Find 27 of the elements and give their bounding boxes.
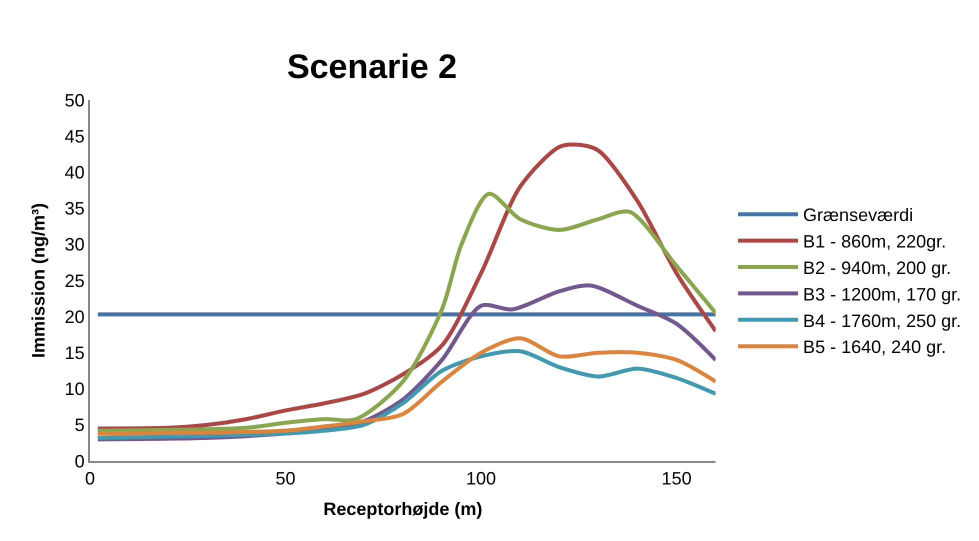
line-series bbox=[96, 349, 716, 440]
legend-label: Grænseværdi bbox=[803, 205, 914, 226]
y-tick-label: 15 bbox=[64, 343, 85, 363]
y-axis-title: Immission (ng/m³) bbox=[28, 202, 48, 358]
legend-label: B3 - 1200m, 170 gr. bbox=[803, 284, 962, 304]
legend-label: B4 - 1760m, 250 gr. bbox=[803, 310, 962, 331]
y-tick-label: 50 bbox=[64, 90, 85, 110]
y-tick-label: 40 bbox=[64, 162, 85, 182]
y-tick-label: 25 bbox=[64, 270, 85, 291]
x-tick-label: 50 bbox=[276, 468, 296, 488]
y-tick-label: 30 bbox=[64, 234, 85, 255]
y-tick-label: 20 bbox=[64, 306, 85, 327]
line-series bbox=[96, 192, 716, 433]
y-tick-label: 45 bbox=[64, 126, 85, 146]
y-tick-label: 5 bbox=[74, 415, 85, 436]
legend-label: B5 - 1640, 240 gr. bbox=[803, 337, 946, 358]
y-tick-label: 0 bbox=[74, 451, 85, 472]
chart-title: Scenarie 2 bbox=[286, 48, 458, 86]
line-series bbox=[96, 142, 716, 431]
x-tick-label: 100 bbox=[466, 468, 496, 488]
x-axis-title: Receptorhøjde (m) bbox=[323, 498, 482, 519]
legend-label: B2 - 940m, 200 gr. bbox=[803, 258, 952, 278]
y-tick-label: 35 bbox=[64, 198, 85, 219]
legend-label: B1 - 860m, 220gr. bbox=[803, 232, 946, 252]
y-tick-label: 10 bbox=[64, 379, 85, 400]
line-series bbox=[96, 336, 716, 436]
x-tick-label: 150 bbox=[662, 468, 692, 488]
